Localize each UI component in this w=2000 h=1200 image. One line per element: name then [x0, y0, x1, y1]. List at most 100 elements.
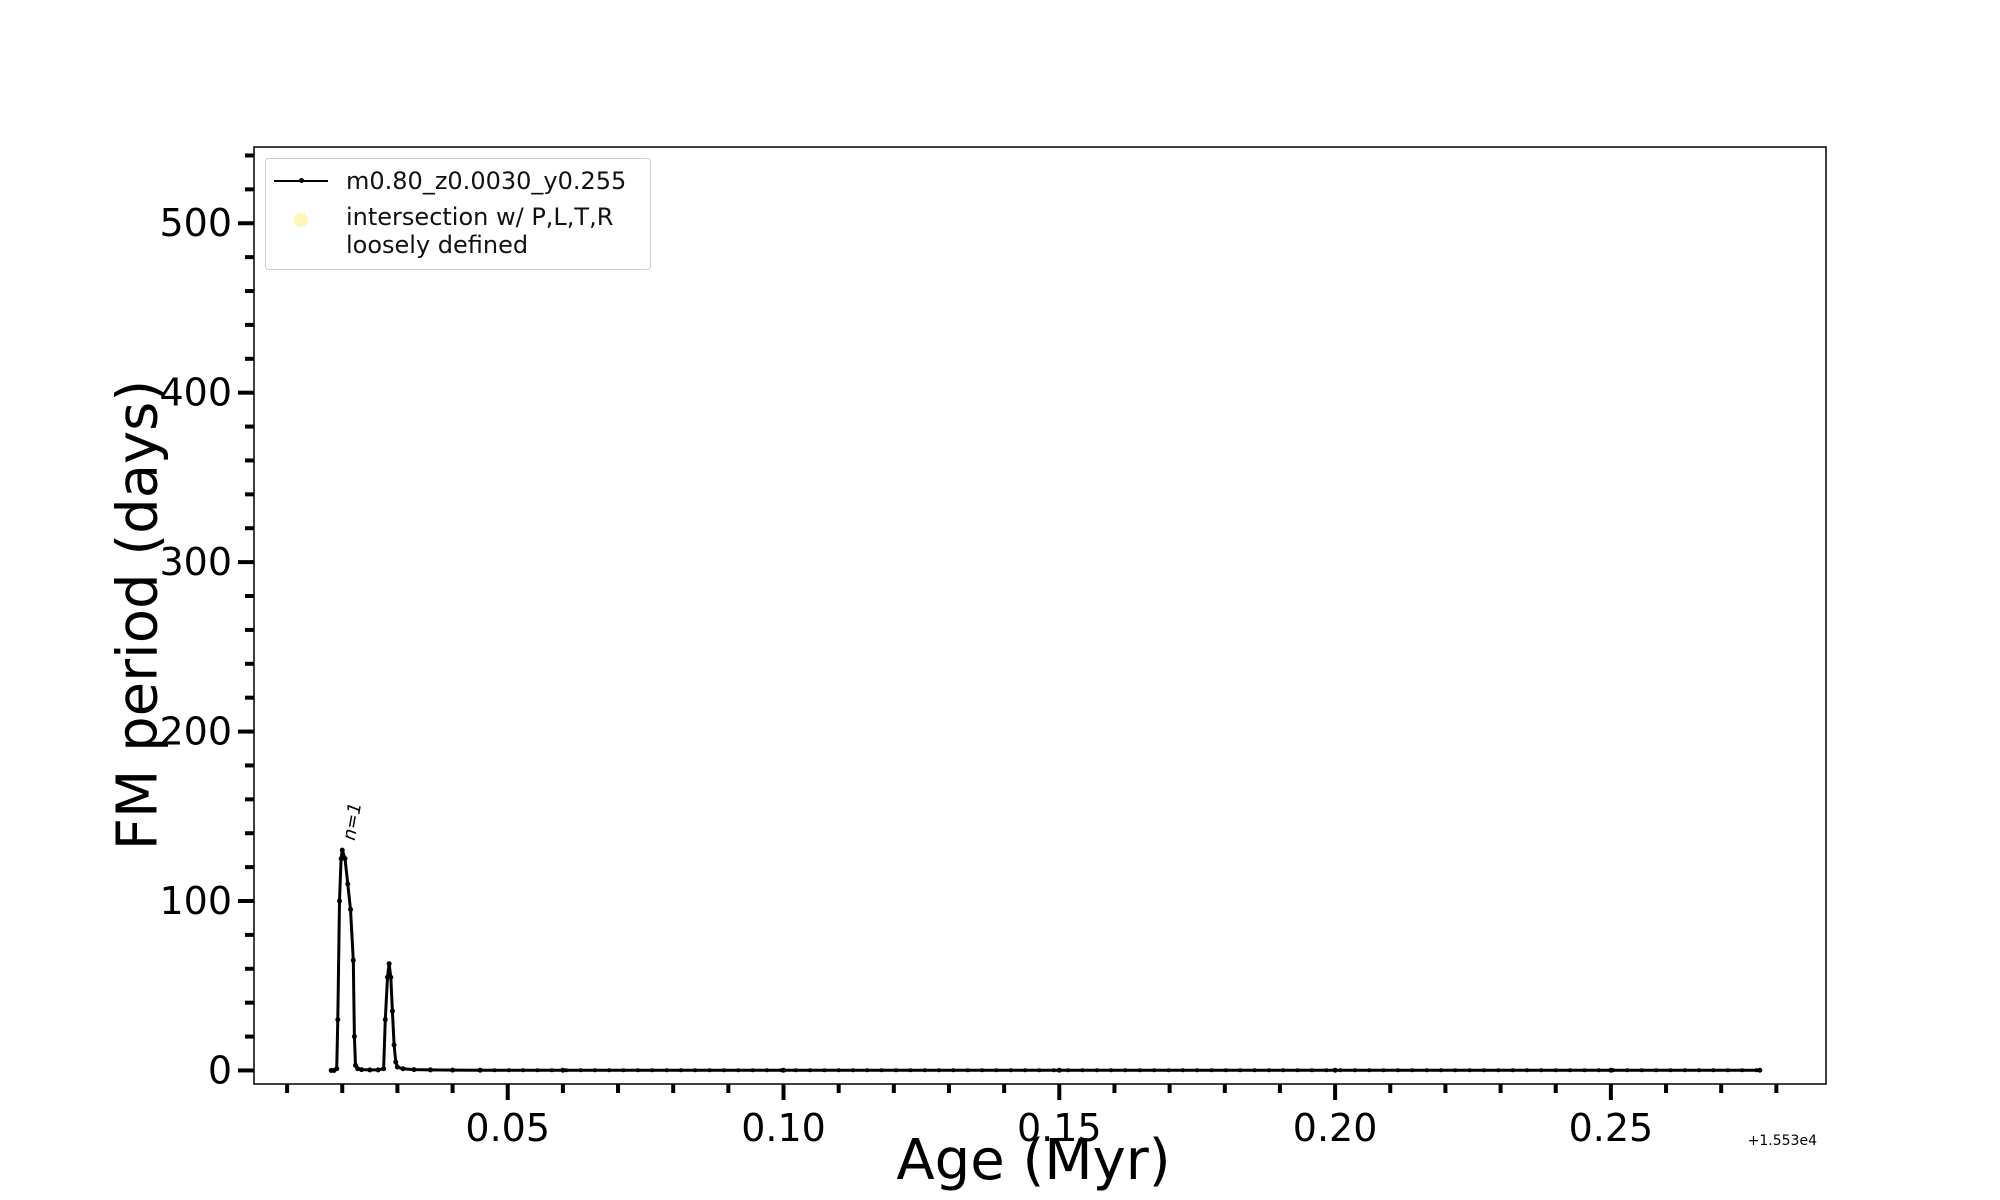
series-point: [1381, 1068, 1386, 1073]
series-point: [994, 1068, 999, 1073]
series-point: [393, 1059, 399, 1065]
series-point: [1697, 1068, 1702, 1073]
x-tick-label: 0.05: [465, 1106, 550, 1150]
series-point: [1553, 1068, 1558, 1073]
series-point: [1109, 1068, 1114, 1073]
series-point: [1668, 1068, 1673, 1073]
series-point: [1482, 1068, 1487, 1073]
series-point: [336, 898, 342, 904]
series-point: [339, 847, 345, 853]
series-point: [521, 1068, 526, 1073]
series-point: [1332, 1067, 1338, 1073]
series-point: [391, 1042, 397, 1048]
series-point: [635, 1068, 640, 1073]
series-point: [1757, 1067, 1763, 1073]
y-tick-label: 100: [159, 879, 232, 923]
series-point: [1725, 1068, 1730, 1073]
series-point: [1023, 1068, 1028, 1073]
series-point: [1080, 1068, 1085, 1073]
series-point: [1051, 1068, 1056, 1073]
series-point: [492, 1068, 497, 1073]
series-point: [359, 1067, 365, 1073]
x-tick-label: 0.15: [1017, 1106, 1102, 1150]
series-point: [1639, 1068, 1644, 1073]
series-point: [1496, 1068, 1501, 1073]
series-point: [764, 1068, 769, 1073]
series-point: [1209, 1068, 1214, 1073]
series-point: [506, 1068, 511, 1073]
series-point: [1066, 1068, 1071, 1073]
series-point: [678, 1068, 683, 1073]
series-point: [335, 1017, 341, 1023]
series-point: [908, 1068, 913, 1073]
series-point: [351, 1034, 357, 1040]
series-point: [389, 1008, 395, 1014]
series-point: [1309, 1068, 1314, 1073]
legend-entry-intersection: intersection w/ P,L,T,R loosely defined: [266, 159, 650, 269]
labels-layer: 0 100 200 300 400 500 0.05 0.10 0.15 0.20 0.25 n=1: [159, 201, 1653, 1150]
series-point: [1438, 1068, 1443, 1073]
x-tick-label: 0.25: [1569, 1106, 1654, 1150]
series-point: [342, 856, 348, 862]
series-point: [411, 1067, 417, 1073]
y-tick-label: 400: [159, 371, 232, 415]
series-point: [400, 1066, 406, 1072]
series-point: [1682, 1068, 1687, 1073]
series-point: [951, 1068, 956, 1073]
series-point: [388, 974, 394, 980]
series-point: [1367, 1068, 1372, 1073]
series-point: [1137, 1068, 1142, 1073]
series-point: [807, 1068, 812, 1073]
legend: m0.80_z0.0030_y0.255 intersection w/ P,L…: [265, 158, 651, 270]
peak-annotation: n=1: [339, 801, 366, 842]
series-point: [1338, 1068, 1343, 1073]
series-point: [736, 1068, 741, 1073]
series-point: [1180, 1068, 1185, 1073]
series-point: [1295, 1068, 1300, 1073]
series-point: [965, 1068, 970, 1073]
series-point: [693, 1068, 698, 1073]
series-point: [1195, 1068, 1200, 1073]
series-point: [836, 1068, 841, 1073]
plot-frame: [253, 146, 1827, 1085]
y-tick-label: 0: [208, 1048, 232, 1092]
y-tick-label: 200: [159, 710, 232, 754]
series-point: [386, 961, 392, 967]
series-point: [793, 1068, 798, 1073]
series-point: [1123, 1068, 1128, 1073]
series-point: [922, 1068, 927, 1073]
series-point: [1539, 1068, 1544, 1073]
y-tick-label: 300: [159, 540, 232, 584]
series-point: [822, 1068, 827, 1073]
series-point: [1166, 1068, 1171, 1073]
y-axis-label: FM period (days): [105, 379, 171, 851]
series-point: [1252, 1068, 1257, 1073]
y-tick-label: 500: [159, 201, 232, 245]
series-point: [1525, 1068, 1530, 1073]
series-point: [1740, 1068, 1745, 1073]
legend-label-series: m0.80_z0.0030_y0.255: [346, 167, 627, 195]
series-point: [564, 1068, 569, 1073]
series-point: [650, 1068, 655, 1073]
series-point: [1424, 1068, 1429, 1073]
series-point: [478, 1068, 483, 1073]
x-tick-label: 0.10: [741, 1106, 826, 1150]
series-point: [1510, 1068, 1515, 1073]
line-layer: [331, 848, 1760, 1072]
x-axis-label: Age (Myr): [896, 1128, 1171, 1193]
series-point: [1281, 1068, 1286, 1073]
series-point: [1056, 1067, 1062, 1073]
series-point: [1596, 1068, 1601, 1073]
series-point: [1611, 1068, 1616, 1073]
series-point: [535, 1068, 540, 1073]
series-point: [382, 1017, 388, 1023]
series-point: [1238, 1068, 1243, 1073]
series-point: [334, 1066, 340, 1072]
series-point: [980, 1068, 985, 1073]
series-point: [1395, 1068, 1400, 1073]
series-point: [348, 906, 354, 912]
series-point: [578, 1068, 583, 1073]
ticks-layer: [238, 153, 1779, 1100]
series-point: [1037, 1068, 1042, 1073]
